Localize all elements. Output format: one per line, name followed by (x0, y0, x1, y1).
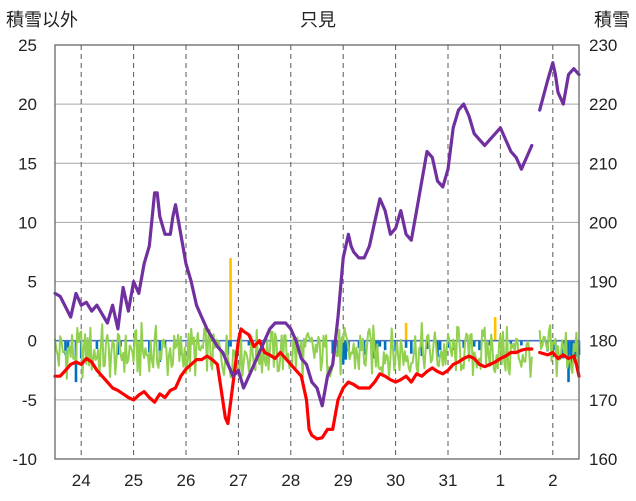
precip-bar (383, 340, 387, 351)
left-tick-label: 5 (28, 273, 37, 292)
precip-bar (472, 340, 476, 347)
precip-bar (148, 340, 151, 353)
right-tick-label: 160 (589, 450, 617, 469)
plot-border (54, 44, 580, 460)
right-tick-label: 170 (589, 391, 617, 410)
left-tick-label: 0 (28, 332, 37, 351)
x-tick-label: 26 (177, 471, 196, 490)
right-axis-title: 積雪 (594, 10, 630, 30)
x-tick-label: 27 (229, 471, 248, 490)
snow-depth-line (53, 102, 534, 408)
x-axis: 24 25 26 27 28 29 30 31 1 2 (72, 471, 558, 490)
precip-bar (509, 340, 513, 345)
chart-title: 只見 (300, 10, 336, 30)
x-tick-label: 31 (439, 471, 458, 490)
line-layer (53, 61, 581, 441)
snowfall-bar (229, 257, 232, 341)
temperature-line (53, 327, 534, 441)
grid (55, 44, 579, 460)
left-tick-label: 10 (18, 213, 37, 232)
x-tick-label: 29 (334, 471, 353, 490)
snowfall-bar (493, 317, 497, 341)
left-axis: 25 20 15 10 5 0 -5 -10 (12, 36, 37, 469)
temperature-line (538, 350, 581, 378)
precip-bar (478, 340, 481, 351)
precip-bar (64, 340, 67, 355)
left-tick-label: -10 (12, 450, 37, 469)
left-tick-label: 15 (18, 154, 37, 173)
precip-bar (520, 340, 523, 346)
x-tick-label: 2 (548, 471, 557, 490)
x-tick-label: 24 (72, 471, 91, 490)
precip-bar (404, 340, 408, 348)
left-tick-label: 25 (18, 36, 37, 55)
x-tick-label: 30 (386, 471, 405, 490)
left-tick-label: 20 (18, 95, 37, 114)
right-axis: 230 220 210 200 190 180 170 160 (589, 36, 617, 469)
left-tick-label: -5 (22, 391, 37, 410)
precip-bar (66, 340, 70, 348)
precip-bar (331, 340, 335, 354)
right-tick-label: 190 (589, 273, 617, 292)
precip-bar (462, 340, 466, 348)
snowfall-bar (404, 322, 408, 341)
right-tick-label: 200 (589, 213, 617, 232)
precip-bar (344, 340, 348, 360)
x-tick-label: 28 (281, 471, 300, 490)
right-tick-label: 230 (589, 36, 617, 55)
precip-bar (438, 340, 442, 351)
x-tick-label: 25 (124, 471, 143, 490)
right-tick-label: 210 (589, 154, 617, 173)
precip-bar (229, 340, 232, 347)
precip-bar (569, 340, 573, 367)
precip-bar (378, 340, 382, 347)
precip-bar (95, 340, 99, 349)
right-tick-label: 220 (589, 95, 617, 114)
plot-frame (54, 44, 580, 460)
precip-bar (410, 340, 413, 354)
left-axis-title: 積雪以外 (6, 10, 78, 30)
precip-bar (341, 340, 345, 365)
wind-line (538, 324, 580, 378)
x-tick-label: 1 (496, 471, 505, 490)
snow-depth-line (538, 61, 581, 112)
precip-bar (420, 340, 424, 357)
right-tick-label: 180 (589, 332, 617, 351)
precip-bar (436, 340, 439, 358)
precip-bar (247, 340, 251, 346)
